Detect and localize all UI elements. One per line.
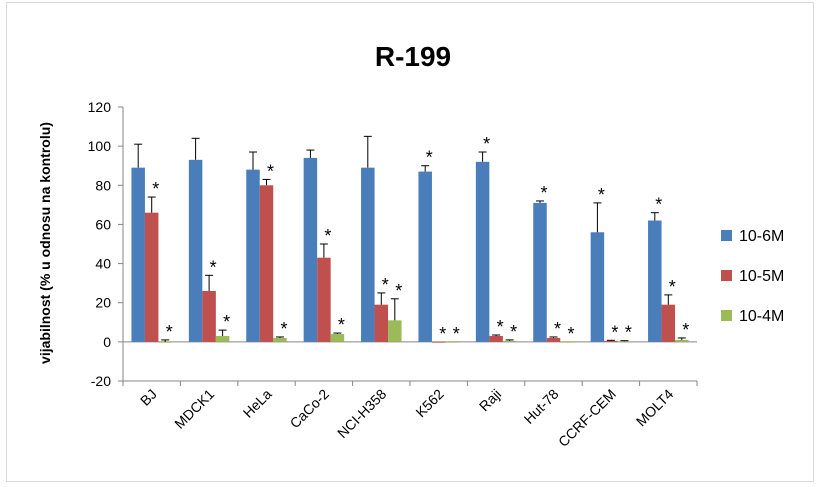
bar-10-5M <box>546 337 561 342</box>
bar-10-4M <box>502 340 517 342</box>
bar-10-5M <box>374 304 389 342</box>
chart-frame: R-199 vijabilnost (% u odnosu na kontrol… <box>6 2 814 482</box>
significance-star: * <box>223 312 230 332</box>
bar-10-6M <box>648 220 662 342</box>
bar-10-5M <box>661 304 676 342</box>
significance-star: * <box>338 315 345 335</box>
significance-star: * <box>324 226 331 246</box>
y-tick-label: 80 <box>95 177 111 193</box>
significance-star: * <box>382 275 389 295</box>
x-tick-label: K562 <box>412 386 447 421</box>
significance-star: * <box>483 134 490 154</box>
bar-10-5M <box>431 341 446 343</box>
legend-swatch <box>721 270 732 281</box>
bar-10-4M <box>675 339 689 342</box>
bar-10-5M <box>144 212 159 342</box>
x-tick-label: BJ <box>137 386 160 409</box>
bar-10-4M <box>273 337 287 342</box>
chart-title: R-199 <box>375 41 451 72</box>
bar-10-6M <box>533 202 547 342</box>
legend-swatch <box>721 230 732 241</box>
x-tick-label: Hut-78 <box>521 386 562 427</box>
legend-label: 10-6M <box>739 228 784 245</box>
x-tick-label: CCRF-CEM <box>555 386 619 450</box>
bar-10-6M <box>590 232 605 342</box>
significance-star: * <box>166 322 173 342</box>
significance-star: * <box>611 322 618 342</box>
significance-star: * <box>598 185 605 205</box>
significance-star: * <box>439 324 446 344</box>
bar-10-6M <box>418 171 432 342</box>
significance-star: * <box>497 317 504 337</box>
bar-10-6M <box>361 167 375 342</box>
bar-10-6M <box>131 167 145 342</box>
x-tick-label: HeLa <box>240 386 275 421</box>
y-tick-label: 40 <box>95 256 111 272</box>
significance-star: * <box>669 277 676 297</box>
y-tick-label: 60 <box>95 216 111 232</box>
bar-10-4M <box>330 334 345 342</box>
x-tick-label: Raji <box>476 386 504 414</box>
significance-star: * <box>625 323 632 343</box>
x-tick-label: MDCK1 <box>171 386 217 432</box>
significance-star: * <box>280 319 287 339</box>
significance-star: * <box>426 148 433 168</box>
significance-star: * <box>510 322 517 342</box>
bar-10-5M <box>604 340 618 342</box>
bar-10-6M <box>188 159 203 342</box>
bar-10-6M <box>475 161 490 342</box>
chart-svg: R-199 vijabilnost (% u odnosu na kontrol… <box>37 41 784 450</box>
bar-10-4M <box>215 335 230 342</box>
significance-star: * <box>567 324 574 344</box>
y-tick-label: 100 <box>88 138 112 154</box>
significance-star: * <box>655 195 662 215</box>
legend-label: 10-5M <box>739 268 784 285</box>
bar-10-4M <box>617 341 632 343</box>
bar-10-4M <box>445 341 459 343</box>
bar-10-5M <box>259 185 274 342</box>
bar-10-4M <box>560 341 574 343</box>
significance-star: * <box>682 320 689 340</box>
significance-star: * <box>152 179 159 199</box>
y-axis-label: vijabilnost (% u odnosu na kontrolu) <box>37 122 53 364</box>
x-tick-label: NCI-H358 <box>334 386 389 441</box>
x-tick-label: MOLT4 <box>633 386 677 430</box>
bar-10-5M <box>317 257 331 342</box>
y-tick-label: -20 <box>91 373 111 389</box>
legend-label: 10-4M <box>739 308 784 325</box>
significance-star: * <box>395 281 402 301</box>
plot-area: -20 0 20 40 60 80 100 120 BJ MDCK1 HeLa CaCo-2 NCI-H… <box>88 99 698 450</box>
legend: 10-6M 10-5M 10-4M <box>721 228 784 325</box>
bar-10-6M <box>303 157 318 342</box>
bar-10-4M <box>388 320 402 342</box>
significance-star: * <box>210 257 217 277</box>
significance-star: * <box>540 183 547 203</box>
y-tick-label: 0 <box>103 334 111 350</box>
bar-10-5M <box>202 290 216 342</box>
y-tick-label: 120 <box>88 99 112 115</box>
significance-star: * <box>453 324 460 344</box>
significance-star: * <box>267 161 274 181</box>
bar-10-6M <box>246 169 260 342</box>
significance-star: * <box>554 319 561 339</box>
bar-10-4M <box>158 341 172 343</box>
legend-swatch <box>721 310 732 321</box>
x-tick-label: CaCo-2 <box>287 386 333 432</box>
y-tick-label: 20 <box>95 295 111 311</box>
bar-10-5M <box>489 335 503 342</box>
